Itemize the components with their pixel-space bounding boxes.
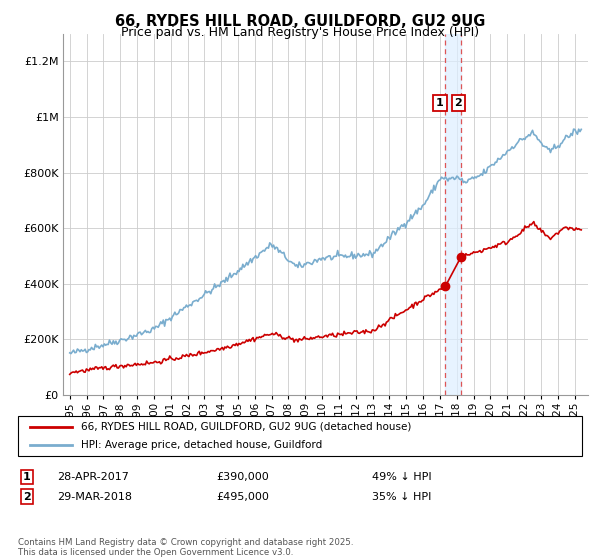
Text: 1: 1 bbox=[436, 98, 444, 108]
Text: Contains HM Land Registry data © Crown copyright and database right 2025.
This d: Contains HM Land Registry data © Crown c… bbox=[18, 538, 353, 557]
Text: 66, RYDES HILL ROAD, GUILDFORD, GU2 9UG: 66, RYDES HILL ROAD, GUILDFORD, GU2 9UG bbox=[115, 14, 485, 29]
Text: Price paid vs. HM Land Registry's House Price Index (HPI): Price paid vs. HM Land Registry's House … bbox=[121, 26, 479, 39]
Text: 49% ↓ HPI: 49% ↓ HPI bbox=[372, 472, 431, 482]
Text: £390,000: £390,000 bbox=[216, 472, 269, 482]
Bar bbox=[445, 34, 461, 395]
Text: 28-APR-2017: 28-APR-2017 bbox=[57, 472, 129, 482]
Text: 2: 2 bbox=[455, 98, 463, 108]
Text: £495,000: £495,000 bbox=[216, 492, 269, 502]
Text: HPI: Average price, detached house, Guildford: HPI: Average price, detached house, Guil… bbox=[81, 440, 322, 450]
Text: 1: 1 bbox=[23, 472, 31, 482]
Text: 35% ↓ HPI: 35% ↓ HPI bbox=[372, 492, 431, 502]
Text: 66, RYDES HILL ROAD, GUILDFORD, GU2 9UG (detached house): 66, RYDES HILL ROAD, GUILDFORD, GU2 9UG … bbox=[81, 422, 412, 432]
Text: 2: 2 bbox=[23, 492, 31, 502]
Text: 29-MAR-2018: 29-MAR-2018 bbox=[57, 492, 132, 502]
